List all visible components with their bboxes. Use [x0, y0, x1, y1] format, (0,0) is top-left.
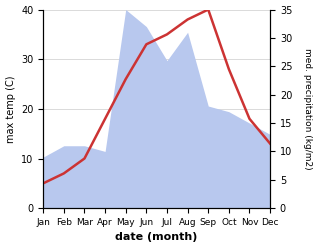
Y-axis label: med. precipitation (kg/m2): med. precipitation (kg/m2): [303, 48, 313, 170]
Y-axis label: max temp (C): max temp (C): [5, 75, 16, 143]
X-axis label: date (month): date (month): [115, 232, 198, 243]
